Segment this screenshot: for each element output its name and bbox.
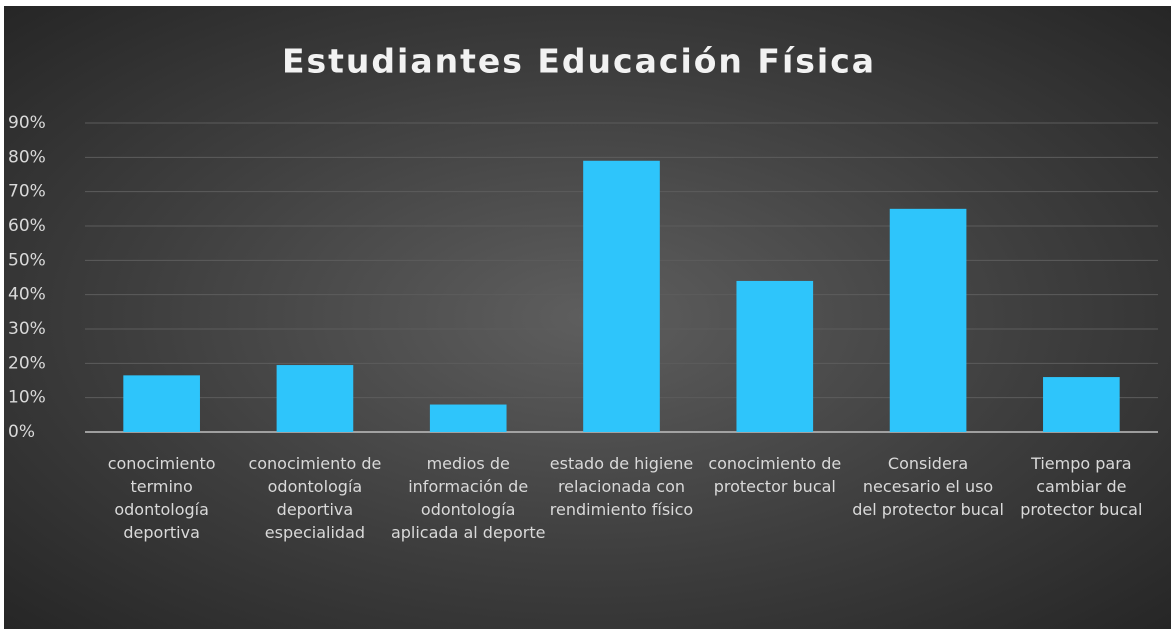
bar <box>1043 377 1120 432</box>
y-tick-label: 30% <box>8 319 46 339</box>
bar <box>736 280 814 432</box>
x-tick-label: Tiempo para cambiar de protector bucal <box>1020 454 1143 519</box>
chart-svg: Estudiantes Educación Física 0% 10% 20% 30%… <box>8 42 1158 442</box>
x-tick-label: Considera necesario el uso del protector… <box>852 454 1004 519</box>
bar <box>123 375 200 432</box>
y-tick-label: 40% <box>8 285 46 305</box>
chart-title: Estudiantes Educación Física <box>282 42 876 81</box>
x-tick-label: conocimiento de protector bucal <box>708 454 842 496</box>
y-tick-label: 70% <box>8 182 46 202</box>
y-tick-label: 20% <box>8 353 46 373</box>
bar <box>429 404 507 432</box>
y-tick-label: 90% <box>8 113 46 133</box>
bar <box>276 365 354 432</box>
x-tick-label: medios de información de odontología apl… <box>390 454 546 542</box>
y-tick-label: 80% <box>8 147 46 167</box>
y-tick-label: 60% <box>8 216 46 236</box>
bar <box>889 208 967 432</box>
x-tick-label: conocimiento termino odontología deporti… <box>107 454 216 542</box>
y-tick-label: 50% <box>8 250 46 270</box>
y-tick-label: 10% <box>8 388 46 408</box>
x-tick-label: conocimiento de odontología deportiva es… <box>248 454 382 542</box>
bar <box>583 160 660 432</box>
x-tick-label: estado de higiene relacionada con rendim… <box>549 454 694 519</box>
chart: Estudiantes Educación Física 0% 10% 20% 30%… <box>4 6 1171 629</box>
y-tick-label: 0% <box>8 422 35 442</box>
